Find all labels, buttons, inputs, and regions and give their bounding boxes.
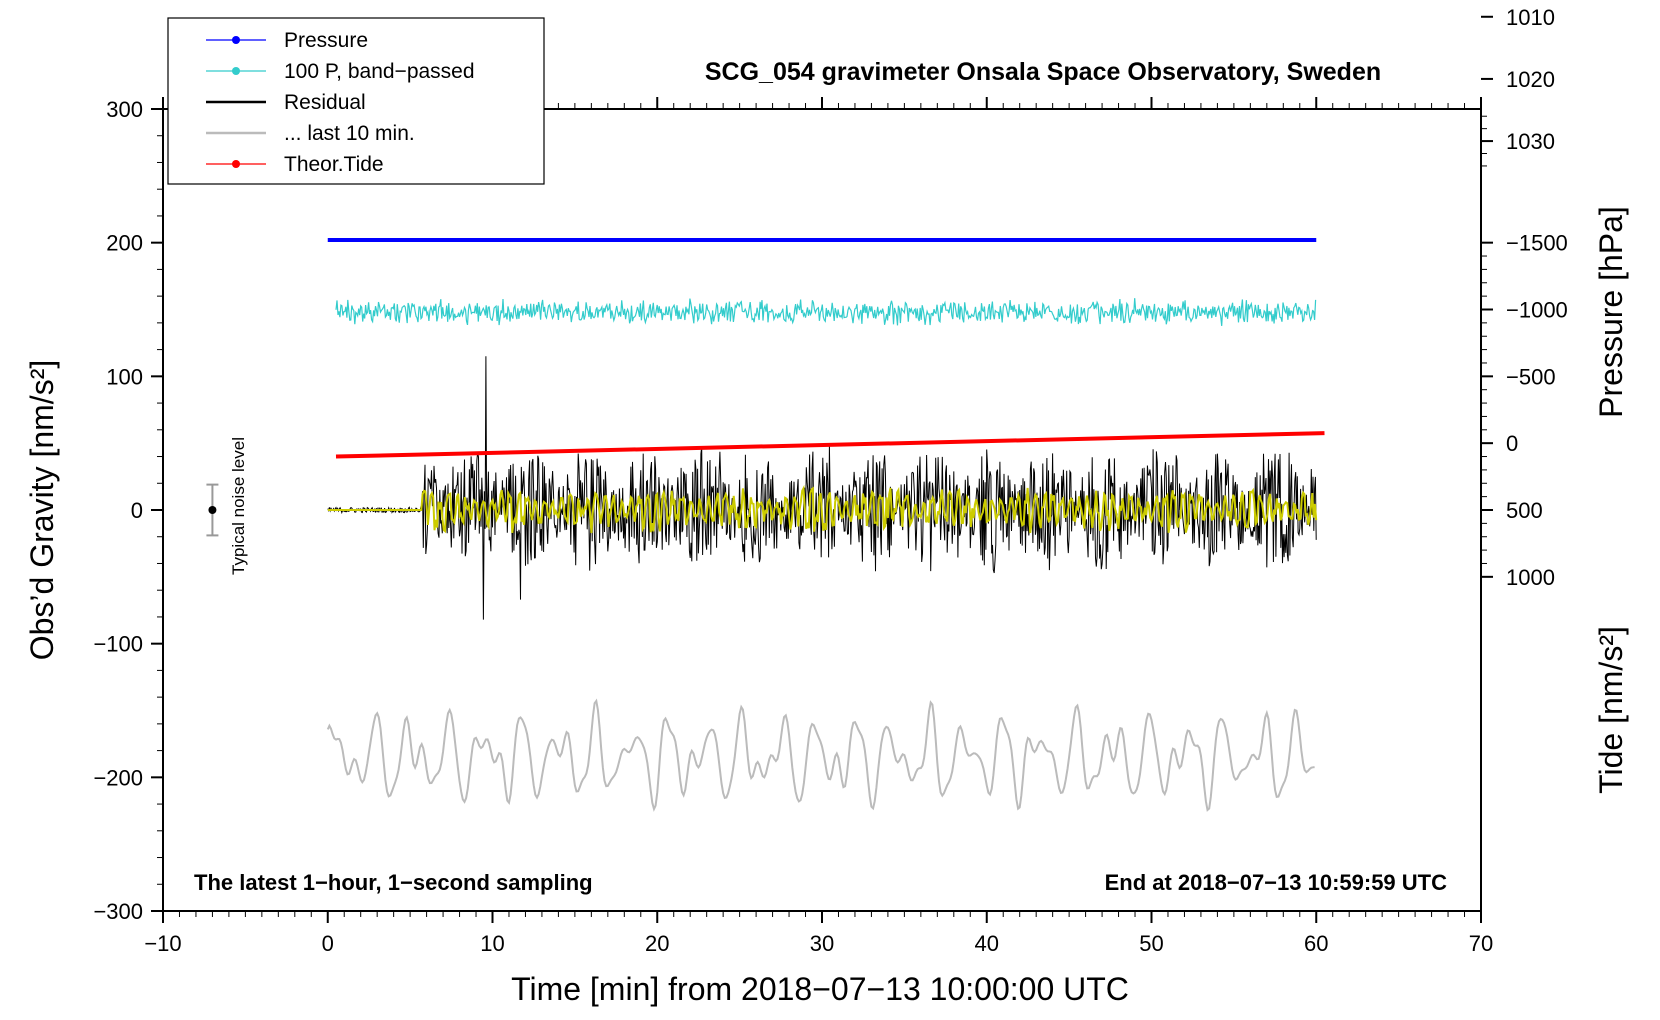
tide-tick-label: 500 xyxy=(1506,498,1543,523)
x-axis-title: Time [min] from 2018−07−13 10:00:00 UTC xyxy=(511,971,1129,1007)
tide-tick-label: 1000 xyxy=(1506,565,1555,590)
chart-title: SCG_054 gravimeter Onsala Space Observat… xyxy=(705,58,1381,86)
y-left-tick-label: 100 xyxy=(106,364,143,389)
y-left-tick-label: −300 xyxy=(93,899,143,924)
tide-tick-label: −1500 xyxy=(1506,231,1568,256)
tide-tick-label: 0 xyxy=(1506,431,1518,456)
series-residual-smoothed-line xyxy=(327,484,1318,534)
legend-swatch-dot xyxy=(232,36,240,44)
x-tick-label: 30 xyxy=(810,931,834,956)
x-tick-label: 20 xyxy=(645,931,669,956)
x-tick-label: 50 xyxy=(1139,931,1163,956)
annotation-end-time: End at 2018−07−13 10:59:59 UTC xyxy=(1105,870,1448,895)
legend-label: 100 P, band−passed xyxy=(284,60,475,83)
x-tick-label: 0 xyxy=(322,931,334,956)
series-layer xyxy=(326,237,1325,812)
noise-bar-center-dot xyxy=(208,506,217,514)
y-axis-title-left: Obs’d Gravity [nm/s²] xyxy=(24,360,60,661)
y-left-tick-label: 200 xyxy=(106,231,143,256)
legend-swatch-dot xyxy=(232,67,240,75)
y-axis-title-tide: Tide [nm/s²] xyxy=(1593,626,1629,794)
series-pressure-bandpassed-line xyxy=(335,298,1317,326)
legend: Pressure 100 P, band−passed Residual ... la… xyxy=(167,17,545,185)
x-tick-label: 70 xyxy=(1469,931,1493,956)
x-tick-label: −10 xyxy=(144,931,181,956)
pressure-tick-label: 1030 xyxy=(1506,129,1555,154)
ticks-layer: −10 0 10 20 30 40 50 60 703002001000−100−200−300… xyxy=(93,5,1568,956)
legend-items: Pressure 100 P, band−passed Residual ... la… xyxy=(206,29,475,176)
pressure-tick-label: 1020 xyxy=(1506,67,1555,92)
legend-label: Residual xyxy=(284,91,366,114)
legend-label: ... last 10 min. xyxy=(284,122,415,145)
y-axis-title-pressure: Pressure [hPa] xyxy=(1593,206,1629,418)
annotation-latest-hour: The latest 1−hour, 1−second sampling xyxy=(194,870,593,895)
tide-tick-label: −1000 xyxy=(1506,298,1568,323)
series-theoretical-tide-line xyxy=(335,431,1325,459)
legend-swatch-dot xyxy=(232,160,240,168)
x-tick-label: 60 xyxy=(1304,931,1328,956)
legend-label: Theor.Tide xyxy=(284,153,384,176)
series-last-10-min-line xyxy=(326,698,1315,812)
noise-level-indicator: Typical noise level xyxy=(206,437,248,575)
x-tick-label: 10 xyxy=(480,931,504,956)
pressure-tick-label: 1010 xyxy=(1506,5,1555,30)
x-tick-label: 40 xyxy=(975,931,999,956)
noise-level-label: Typical noise level xyxy=(229,437,248,575)
y-left-tick-label: −200 xyxy=(93,765,143,790)
y-left-tick-label: −100 xyxy=(93,632,143,657)
tide-tick-label: −500 xyxy=(1506,364,1556,389)
y-left-tick-label: 0 xyxy=(131,498,143,523)
y-left-tick-label: 300 xyxy=(106,97,143,122)
legend-label: Pressure xyxy=(284,29,368,52)
